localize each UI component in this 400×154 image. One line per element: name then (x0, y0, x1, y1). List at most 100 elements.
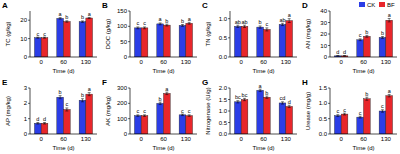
error-stem (289, 105, 290, 107)
error-bar (181, 114, 184, 116)
error-stem (189, 115, 190, 117)
panel: BDOC (g/kg)Time (d)0501001500cc60ab130ba (102, 1, 197, 74)
bar (157, 103, 164, 134)
error-cap (181, 115, 184, 116)
bar (57, 97, 64, 134)
sig-letter: c (43, 31, 46, 37)
sig-letter: c (188, 108, 191, 114)
error-cap (143, 116, 146, 117)
bar (64, 109, 71, 134)
error-stem (266, 28, 267, 31)
y-label: TN (g/kg) (205, 21, 211, 46)
x-label: Time (d) (152, 145, 174, 151)
error-cap (388, 94, 391, 95)
bar (34, 38, 41, 57)
sig-letter: bc (242, 92, 248, 98)
error-cap (343, 113, 346, 114)
sig-letter: d (288, 99, 291, 105)
error-cap (88, 17, 91, 18)
error-bar (259, 26, 262, 28)
x-axis (30, 57, 97, 58)
sig-letter: b (381, 30, 384, 36)
x-tick-label: 0 (39, 59, 43, 65)
error-cap (143, 26, 146, 27)
error-bar (59, 96, 62, 99)
error-stem (237, 101, 238, 103)
error-cap (259, 91, 262, 92)
error-cap (265, 27, 268, 28)
x-tick-label: 130 (181, 59, 192, 65)
y-tick-label: 0.0 (219, 54, 228, 60)
error-bar (288, 105, 291, 107)
sig-letter: ab (279, 17, 285, 23)
error-cap (365, 37, 368, 38)
error-cap (65, 22, 68, 23)
panel-letter: A (2, 1, 8, 10)
error-cap (59, 19, 62, 20)
error-stem (260, 89, 261, 91)
error-stem (244, 98, 245, 100)
error-cap (36, 124, 39, 125)
error-stem (344, 113, 345, 115)
error-stem (144, 115, 145, 117)
legend: CKBF (359, 2, 395, 8)
error-stem (166, 24, 167, 26)
x-tick-label: 0 (239, 136, 243, 142)
error-bar (143, 115, 146, 117)
sig-letter: ab (241, 19, 247, 25)
error-stem (160, 23, 161, 25)
marks (334, 18, 392, 57)
x-axis (230, 57, 297, 58)
bar (186, 116, 193, 134)
bar (41, 123, 48, 134)
error-cap (281, 104, 284, 105)
error-cap (165, 92, 168, 93)
error-stem (182, 24, 183, 26)
error-cap (381, 38, 384, 39)
error-stem (144, 27, 145, 29)
bar (257, 90, 264, 134)
error-bar (188, 115, 191, 117)
x-axis (230, 134, 297, 135)
error-bar (336, 115, 339, 117)
error-cap (288, 18, 291, 19)
error-stem (337, 55, 338, 57)
error-cap (59, 95, 62, 96)
error-cap (143, 28, 146, 29)
error-cap (236, 27, 239, 28)
error-stem (289, 19, 290, 23)
error-stem (389, 18, 390, 21)
error-bar (81, 21, 84, 22)
bar (279, 24, 286, 57)
error-stem (66, 21, 67, 22)
error-bar (88, 17, 91, 18)
bar (141, 116, 148, 134)
y-axis (30, 11, 31, 57)
y-axis (230, 88, 231, 134)
y-tick-label: 100 (117, 23, 128, 29)
y-tick-label: 300 (117, 85, 128, 91)
y-tick-label: 0 (124, 54, 128, 60)
bar (264, 97, 271, 134)
sig-letter: b (81, 14, 84, 20)
error-stem (260, 26, 261, 28)
sig-letter: a (288, 12, 292, 18)
error-cap (136, 28, 139, 29)
error-bar (265, 96, 268, 98)
sig-letter: b (259, 19, 262, 25)
sig-letter: b (159, 96, 162, 102)
error-stem (37, 123, 38, 125)
error-cap (365, 97, 368, 98)
error-cap (381, 109, 384, 110)
legend-swatch (359, 2, 365, 7)
sig-letter: b (181, 18, 184, 24)
error-bar (243, 98, 246, 100)
sig-letter: ab (235, 19, 241, 25)
error-stem (44, 37, 45, 38)
sig-letter: c (136, 108, 139, 114)
error-bar (365, 35, 368, 37)
y-tick-label: 10 (320, 43, 327, 49)
error-cap (65, 20, 68, 21)
bar (364, 99, 371, 134)
error-cap (265, 98, 268, 99)
